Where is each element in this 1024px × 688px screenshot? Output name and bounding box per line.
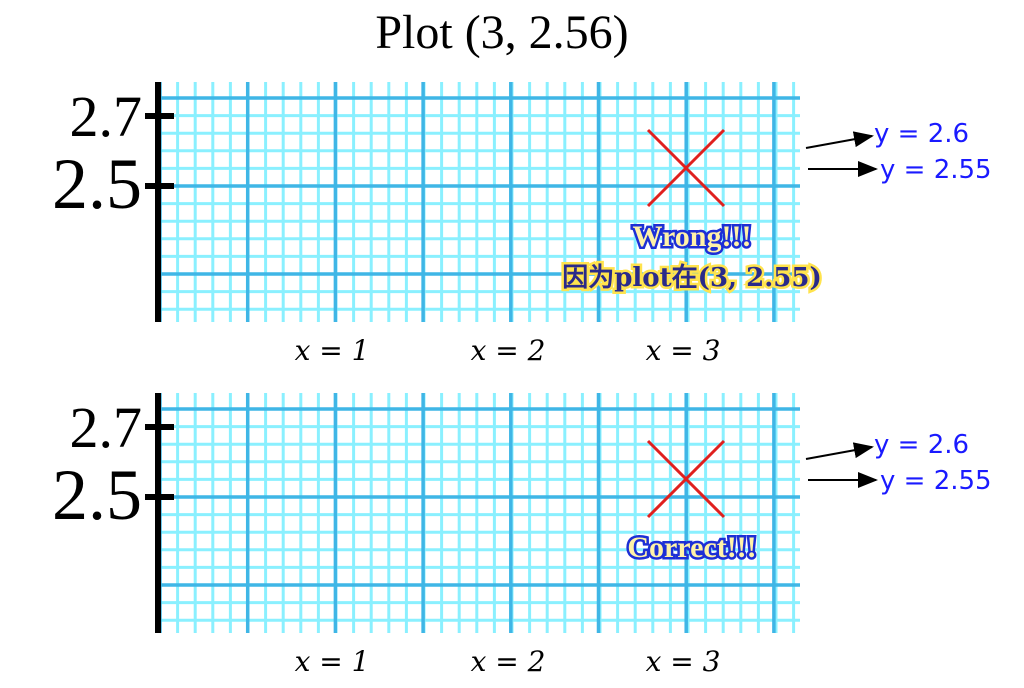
y-label: 2.7 (70, 395, 143, 460)
y-annotation: y = 2.6 (874, 119, 969, 149)
y-annotation: y = 2.55 (880, 466, 992, 496)
y-label: 2.5 (52, 455, 142, 535)
y-label: 2.5 (52, 144, 142, 224)
arrow (805, 131, 874, 149)
x-label: x = 3 (646, 645, 721, 678)
arrow (805, 442, 874, 460)
x-label: x = 1 (295, 334, 370, 367)
cross (646, 128, 726, 208)
panel: 2.72.5 x = 1 x = 2 x = 3 y = 2.6 y = 2.55 Wron… (52, 82, 992, 367)
y-annotation: y = 2.6 (874, 430, 969, 460)
title: Plot (3, 2.56) (375, 6, 628, 59)
panel: 2.72.5 x = 1 x = 2 x = 3 y = 2.6 y = 2.55 Corr… (52, 393, 992, 678)
message: Correct!!! (627, 531, 756, 564)
message-detail: 因为plot在(3, 2.55) (562, 263, 822, 293)
x-label: x = 2 (471, 645, 546, 678)
message: Wrong!!! (633, 220, 752, 253)
cross (646, 439, 726, 519)
x-label: x = 1 (295, 645, 370, 678)
x-label: x = 3 (646, 334, 721, 367)
y-annotation: y = 2.55 (880, 155, 992, 185)
x-label: x = 2 (471, 334, 546, 367)
y-label: 2.7 (70, 84, 143, 149)
